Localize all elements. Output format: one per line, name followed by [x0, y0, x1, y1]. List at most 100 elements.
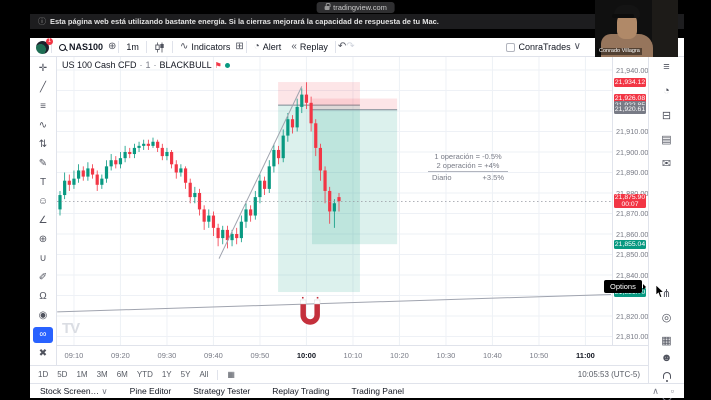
crosshair-tool[interactable]: ✛	[38, 63, 48, 74]
text-tool-tool[interactable]: T	[39, 177, 47, 188]
flag-icon[interactable]: ⚑	[214, 60, 222, 70]
bottom-tab-pine-editor[interactable]: Pine Editor	[129, 386, 172, 396]
trend-line-tool[interactable]: ╱	[39, 82, 47, 93]
hide-tool[interactable]: ◉	[38, 310, 48, 321]
account-checkbox[interactable]	[506, 42, 516, 52]
go-to-date-icon[interactable]: ▦	[227, 370, 235, 379]
candle-body	[156, 141, 160, 148]
measure-tool[interactable]: ∠	[38, 215, 48, 226]
emoji-tool-tool[interactable]: ☺	[37, 196, 49, 207]
price-tick-label: 21,870.00	[616, 209, 649, 218]
fib-retracement-tool[interactable]: ≡	[40, 101, 46, 112]
magnet-body	[300, 302, 320, 325]
short-position-1-profit-zone[interactable]	[278, 105, 360, 293]
trash-tool[interactable]: ✖	[38, 348, 48, 359]
object-tree-icon[interactable]: ⋔	[661, 288, 672, 300]
note-line-1: 1 operación = -0.5%	[434, 152, 502, 161]
range-button-ytd[interactable]: YTD	[136, 370, 153, 379]
alert-button[interactable]: ◔ Alert	[253, 41, 282, 53]
pattern-xabcd-tool[interactable]: ∿	[38, 120, 48, 131]
notifications-bell-icon[interactable]	[663, 372, 671, 382]
candle-body	[304, 94, 309, 103]
price-tick-label: 21,820.00	[616, 311, 649, 321]
candle-body	[67, 180, 71, 185]
interval-button[interactable]: 1m	[126, 42, 139, 52]
candle-body	[207, 215, 211, 222]
layout-grid-icon[interactable]: ⊞	[235, 41, 244, 52]
range-button-1m[interactable]: 1M	[76, 370, 88, 379]
energy-notice-bar: ⓘ Esta página web está utilizando bastan…	[30, 14, 684, 29]
bottom-tab-strategy-tester[interactable]: Strategy Tester	[193, 386, 251, 396]
ideas-icon[interactable]: ◎	[661, 312, 672, 324]
user-avatar[interactable]: 1	[36, 37, 53, 54]
link-tool-tool[interactable]: ∞	[33, 326, 53, 343]
magnet-sticker-drawing[interactable]	[300, 296, 321, 325]
chart-legend[interactable]: US 100 Cash CFD · 1 · BLACKBULL ⚑	[62, 60, 230, 70]
short-position-2-stop-zone[interactable]	[312, 98, 398, 110]
price-axis[interactable]: 21,940.00 21,910.00 21,900.00 21,890.00 21,8…	[612, 57, 648, 345]
trade-note-drawing[interactable]: 1 operación = -0.5% 2 operación = +4% Di…	[428, 152, 508, 182]
price-tick-label: 21,940.00	[616, 65, 649, 75]
range-button-all[interactable]: All	[199, 370, 209, 379]
legend-broker: BLACKBULL	[159, 60, 212, 70]
trendline-1[interactable]	[218, 86, 303, 259]
time-tick-label: 10:10	[343, 351, 363, 360]
trendline-2[interactable]	[57, 293, 612, 313]
indicators-button[interactable]: ∿ Indicators	[179, 41, 231, 53]
candle-body	[276, 149, 281, 159]
draw-tool[interactable]: ✐	[38, 272, 48, 283]
range-button-5y[interactable]: 5Y	[180, 370, 191, 379]
time-tick-label: 10:40	[483, 351, 502, 360]
data-window-icon[interactable]: ▤	[661, 134, 672, 146]
candle-body	[72, 178, 76, 185]
position2-target-price-label: 21,855.04	[614, 239, 646, 249]
chart-style-button[interactable]	[149, 42, 170, 53]
lock-icon	[324, 2, 331, 10]
zoom-in-tool[interactable]: ⊕	[38, 234, 48, 245]
lock-tool[interactable]: Ω	[39, 291, 47, 302]
redo-icon[interactable]: ↷	[346, 41, 355, 52]
panel-maximize-icon[interactable]: ▫	[670, 385, 674, 396]
date-range-bar: 1D 5D 1M 3M 6M YTD 1Y 5Y All ▦ 10:05:53 (UTC-5)	[30, 365, 648, 383]
candle-body	[142, 143, 146, 146]
time-axis[interactable]: 09:10 09:20 09:30 09:40 09:50 10:00 10:10 10:20…	[57, 345, 648, 365]
candle-body	[295, 106, 299, 128]
bottom-tab-replay-trading[interactable]: Replay Trading	[272, 386, 330, 396]
clock-utc[interactable]: 10:05:53 (UTC-5)	[577, 370, 640, 379]
watchlist-icon[interactable]: ≡	[663, 61, 670, 73]
undo-icon[interactable]: ↶	[337, 41, 347, 52]
market-status-dot	[224, 62, 230, 68]
news-icon[interactable]: ⊟	[661, 110, 672, 122]
chart-pane[interactable]: US 100 Cash CFD · 1 · BLACKBULL ⚑ TV 1 o…	[57, 57, 612, 345]
webcam-person-face	[617, 13, 637, 39]
symbol-search-button[interactable]: NAS100	[54, 42, 108, 52]
short-position-1-stop-zone[interactable]	[278, 82, 360, 106]
replay-button[interactable]: « Replay	[291, 41, 328, 53]
account-selector[interactable]: ConraTrades ∨	[501, 42, 586, 52]
chat-icon[interactable]: ✉	[661, 158, 672, 170]
bottom-tab-trading-panel[interactable]: Trading Panel	[351, 386, 405, 396]
compare-icon[interactable]: ⊕	[108, 41, 117, 52]
candle-body	[211, 215, 216, 228]
candle-body	[249, 209, 253, 216]
calendar-icon[interactable]: ▦	[661, 335, 672, 347]
range-button-1y[interactable]: 1Y	[161, 370, 172, 379]
range-button-6m[interactable]: 6M	[116, 370, 128, 379]
magnet-tool[interactable]: ∪	[39, 253, 47, 264]
candle-body	[183, 168, 188, 183]
range-button-3m[interactable]: 3M	[96, 370, 108, 379]
range-button-1d[interactable]: 1D	[38, 370, 49, 379]
position-tool-tool[interactable]: ⇅	[38, 139, 48, 150]
time-tick-label: 09:50	[250, 351, 270, 360]
bottom-tab-stock-screen-[interactable]: Stock Screen… ∨	[40, 385, 108, 396]
browser-address-bar[interactable]: tradingview.com	[316, 2, 395, 13]
range-button-5d[interactable]: 5D	[57, 370, 68, 379]
time-tick-label: 09:30	[157, 351, 177, 360]
brush-tool[interactable]: ✎	[38, 158, 48, 169]
address-text: tradingview.com	[333, 3, 387, 12]
legend-interval: 1	[145, 60, 151, 70]
alerts-icon[interactable]: ◔	[663, 85, 670, 97]
community-icon[interactable]: ☻	[660, 352, 673, 364]
chart-canvas[interactable]	[57, 57, 612, 345]
panel-collapse-icon[interactable]: ∧	[652, 385, 659, 396]
